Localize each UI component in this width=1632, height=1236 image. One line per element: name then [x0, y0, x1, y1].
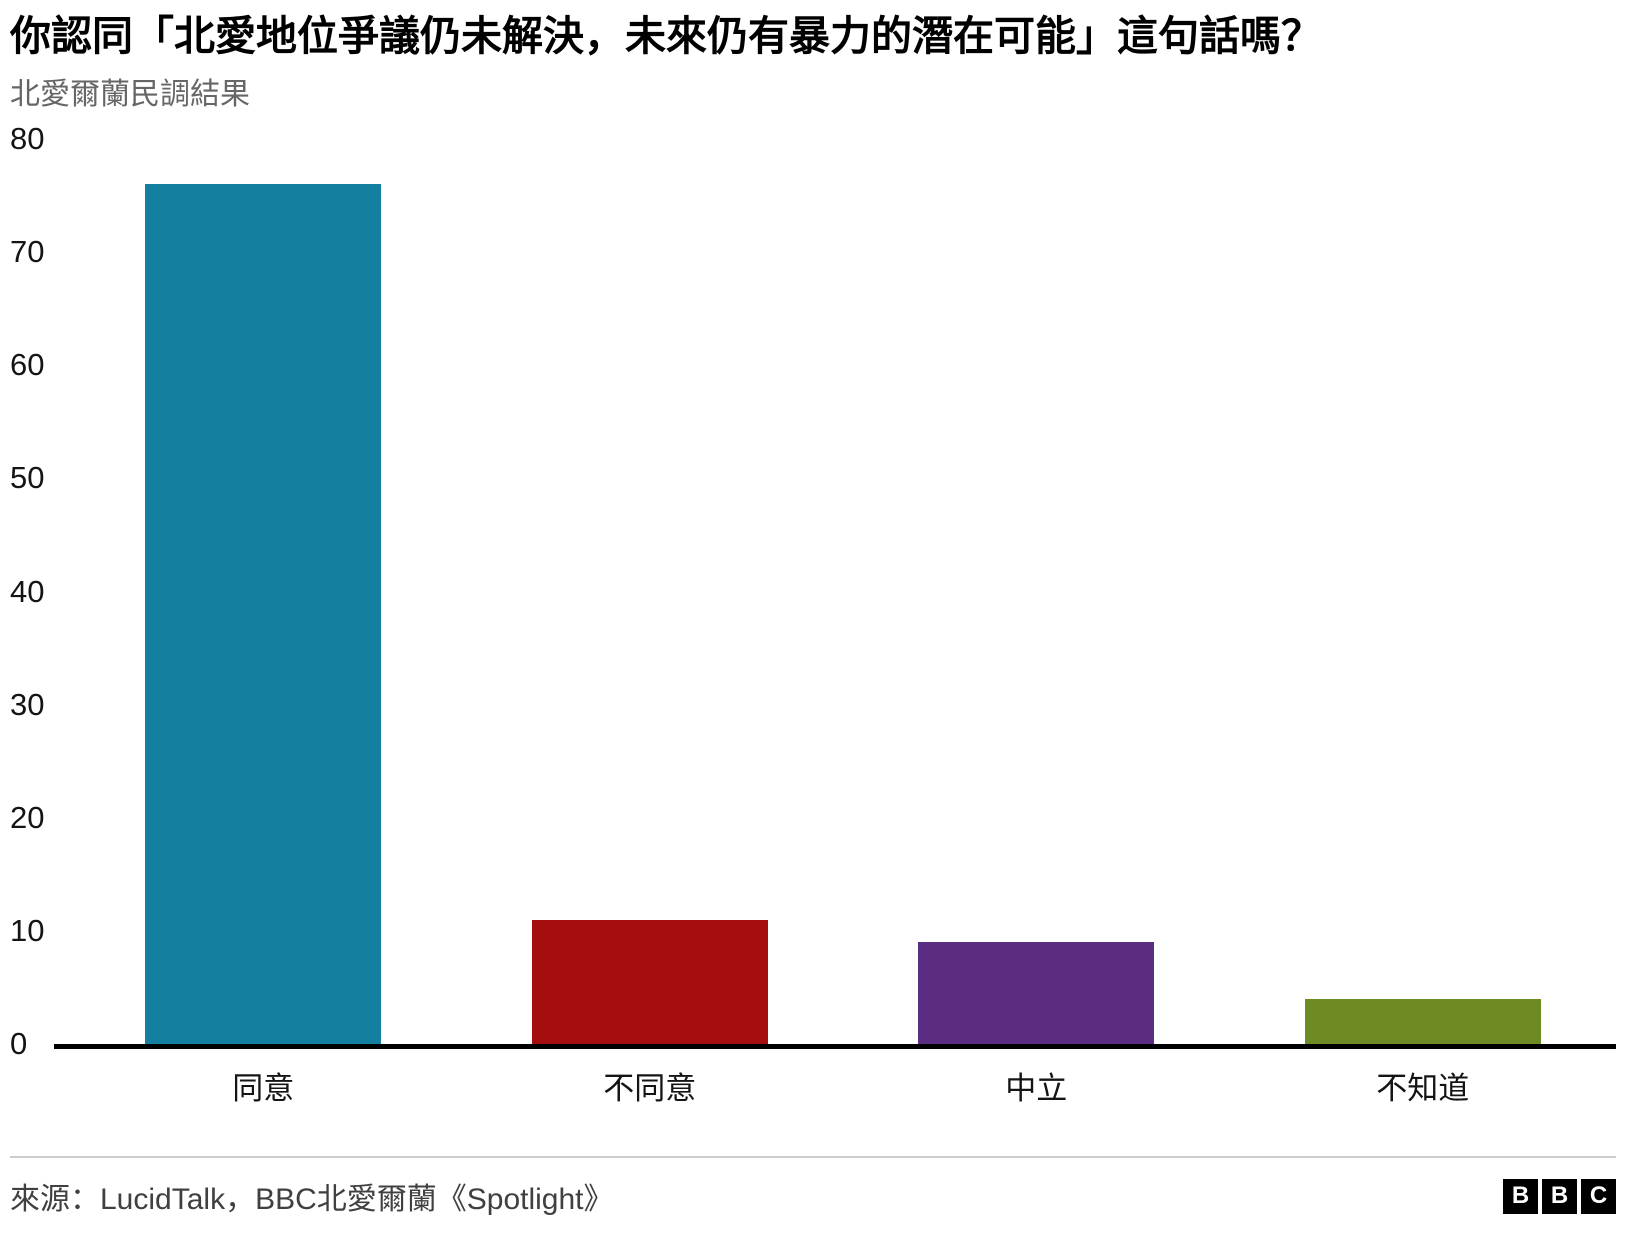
source-text: 來源：LucidTalk，BBC北愛爾蘭《Spotlight》: [10, 1183, 614, 1216]
y-tick-label: 70: [10, 234, 45, 270]
y-tick-label: 50: [10, 460, 45, 496]
bar-column: [70, 139, 457, 1044]
bar-中立: [918, 942, 1155, 1044]
bar-不同意: [531, 919, 768, 1044]
x-axis-labels: 同意 不同意 中立 不知道: [70, 1063, 1616, 1108]
bar-不知道: [1304, 998, 1541, 1044]
x-tick-label: 不知道: [1376, 1071, 1470, 1106]
bbc-logo-block: B: [1503, 1178, 1538, 1214]
y-tick-label: 10: [10, 912, 45, 948]
bar-同意: [145, 184, 382, 1044]
x-tick-label: 不同意: [603, 1071, 697, 1106]
y-tick-label: 30: [10, 686, 45, 722]
x-tick-label: 中立: [1005, 1071, 1068, 1106]
bar-chart: 0 10 20 30 40 50 60 70 80 同意 不同意 中立 不知道: [10, 121, 1616, 1156]
x-tick-label: 同意: [232, 1071, 295, 1106]
y-tick-label: 0: [10, 1026, 28, 1061]
plot-area: [70, 139, 1616, 1044]
y-axis: 0 10 20 30 40 50 60 70 80: [10, 121, 66, 1061]
bbc-logo-block: B: [1542, 1178, 1577, 1214]
x-axis-baseline: [54, 1044, 1616, 1049]
y-tick-label: 80: [10, 121, 45, 157]
bar-column: [457, 139, 844, 1044]
y-tick-label: 20: [10, 799, 45, 835]
y-tick-label: 40: [10, 573, 45, 609]
chart-subtitle: 北愛爾蘭民調結果: [10, 78, 250, 112]
bbc-logo-block: C: [1581, 1178, 1616, 1214]
y-tick-label: 60: [10, 347, 45, 383]
chart-title: 你認同「北愛地位爭議仍未解決，未來仍有暴力的潛在可能」這句話嗎？: [10, 13, 1322, 59]
bar-column: [843, 139, 1230, 1044]
bar-column: [1230, 139, 1617, 1044]
